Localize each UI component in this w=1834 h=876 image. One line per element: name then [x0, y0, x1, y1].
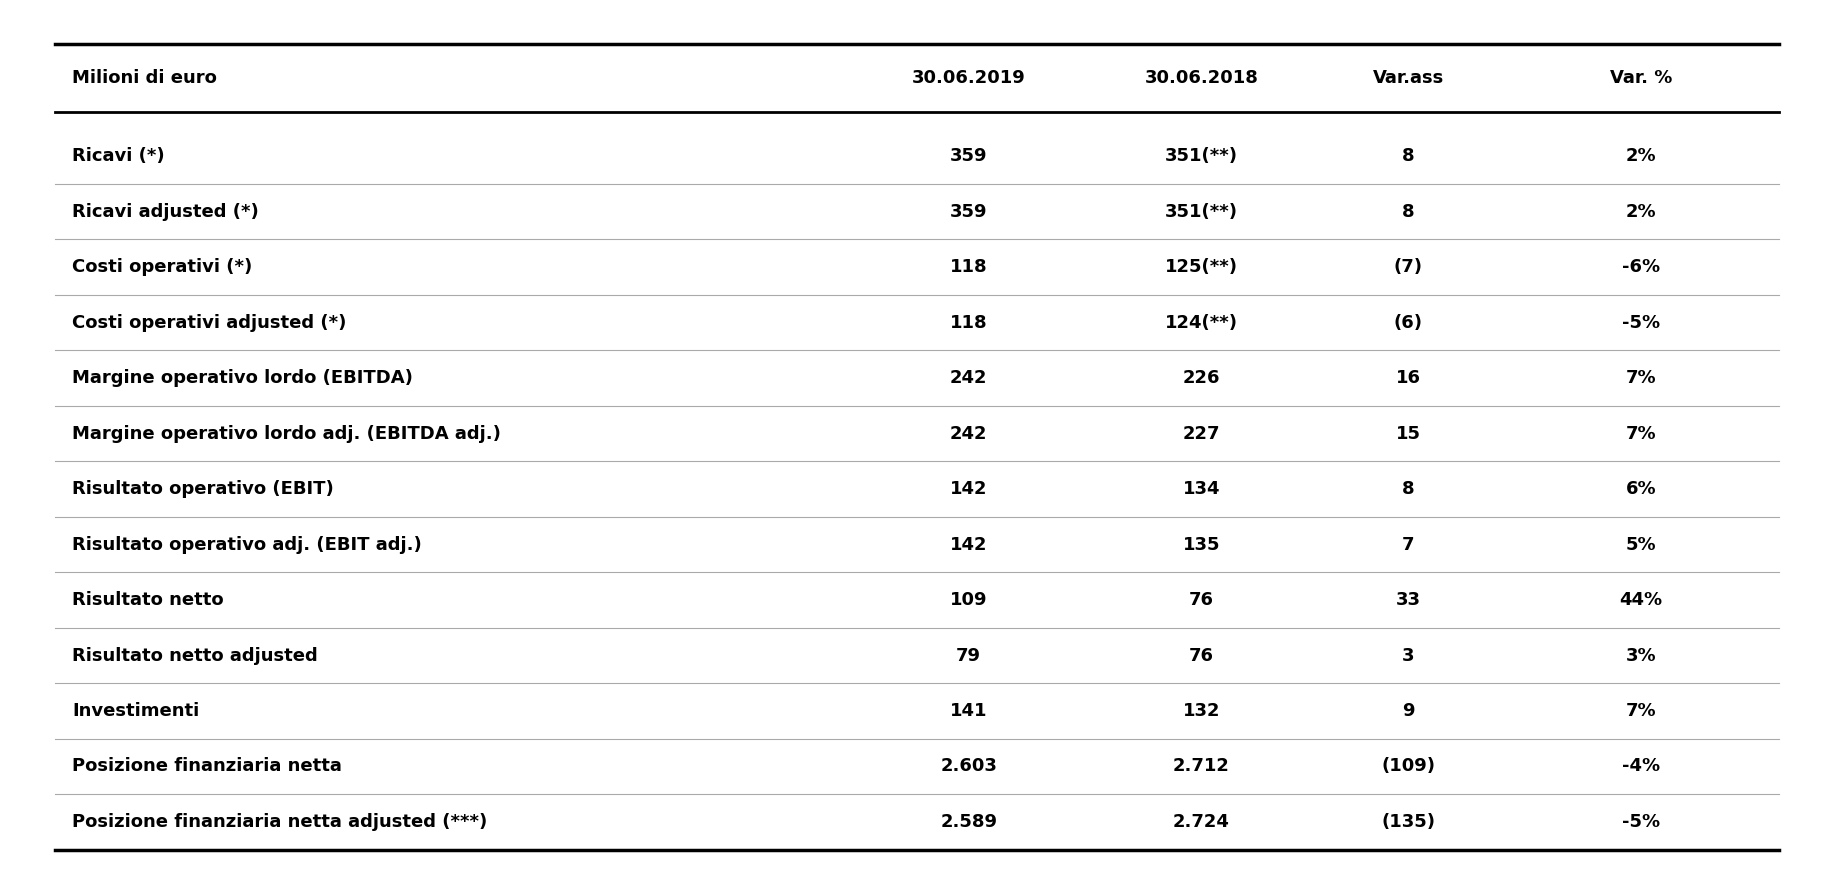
Text: 227: 227 — [1183, 425, 1220, 442]
Text: 8: 8 — [1401, 480, 1414, 498]
Text: 109: 109 — [950, 591, 987, 609]
Text: 2.589: 2.589 — [941, 813, 998, 831]
Text: Margine operativo lordo (EBITDA): Margine operativo lordo (EBITDA) — [72, 369, 413, 387]
Text: 141: 141 — [950, 702, 987, 720]
Text: Margine operativo lordo adj. (EBITDA adj.): Margine operativo lordo adj. (EBITDA adj… — [72, 425, 501, 442]
Text: 118: 118 — [950, 258, 987, 276]
Text: 135: 135 — [1183, 535, 1220, 554]
Text: 2%: 2% — [1625, 147, 1656, 166]
Text: 15: 15 — [1396, 425, 1421, 442]
Text: 351(**): 351(**) — [1165, 147, 1238, 166]
Text: 2.712: 2.712 — [1174, 758, 1231, 775]
Text: -4%: -4% — [1621, 758, 1660, 775]
Text: Risultato operativo (EBIT): Risultato operativo (EBIT) — [72, 480, 334, 498]
Text: (6): (6) — [1394, 314, 1423, 332]
Text: 30.06.2019: 30.06.2019 — [911, 69, 1025, 87]
Text: -6%: -6% — [1621, 258, 1660, 276]
Text: 142: 142 — [950, 480, 987, 498]
Text: 7%: 7% — [1625, 425, 1656, 442]
Text: 7%: 7% — [1625, 702, 1656, 720]
Text: 242: 242 — [950, 369, 987, 387]
Text: 3: 3 — [1401, 646, 1414, 665]
Text: 226: 226 — [1183, 369, 1220, 387]
Text: Risultato netto adjusted: Risultato netto adjusted — [72, 646, 317, 665]
Text: 44%: 44% — [1619, 591, 1663, 609]
Text: 8: 8 — [1401, 147, 1414, 166]
Text: 242: 242 — [950, 425, 987, 442]
Text: 2.724: 2.724 — [1174, 813, 1231, 831]
Text: 2%: 2% — [1625, 202, 1656, 221]
Text: 8: 8 — [1401, 202, 1414, 221]
Text: 30.06.2018: 30.06.2018 — [1144, 69, 1258, 87]
Text: 2.603: 2.603 — [941, 758, 998, 775]
Text: 79: 79 — [956, 646, 981, 665]
Text: 7: 7 — [1401, 535, 1414, 554]
Text: 132: 132 — [1183, 702, 1220, 720]
Text: 118: 118 — [950, 314, 987, 332]
Text: Costi operativi adjusted (*): Costi operativi adjusted (*) — [72, 314, 347, 332]
Text: -5%: -5% — [1621, 314, 1660, 332]
Text: 125(**): 125(**) — [1165, 258, 1238, 276]
Text: Ricavi adjusted (*): Ricavi adjusted (*) — [72, 202, 259, 221]
Text: 6%: 6% — [1625, 480, 1656, 498]
Text: 351(**): 351(**) — [1165, 202, 1238, 221]
Text: Posizione finanziaria netta adjusted (***): Posizione finanziaria netta adjusted (**… — [72, 813, 488, 831]
Text: 359: 359 — [950, 202, 987, 221]
Text: 9: 9 — [1401, 702, 1414, 720]
Text: 3%: 3% — [1625, 646, 1656, 665]
Text: Ricavi (*): Ricavi (*) — [72, 147, 165, 166]
Text: 7%: 7% — [1625, 369, 1656, 387]
Text: 33: 33 — [1396, 591, 1421, 609]
Text: (109): (109) — [1381, 758, 1436, 775]
Text: Risultato netto: Risultato netto — [72, 591, 224, 609]
Text: Var. %: Var. % — [1610, 69, 1673, 87]
Text: (135): (135) — [1381, 813, 1436, 831]
Text: Var.ass: Var.ass — [1372, 69, 1443, 87]
Text: (7): (7) — [1394, 258, 1423, 276]
Text: 142: 142 — [950, 535, 987, 554]
Text: Risultato operativo adj. (EBIT adj.): Risultato operativo adj. (EBIT adj.) — [72, 535, 422, 554]
Text: 124(**): 124(**) — [1165, 314, 1238, 332]
Text: Costi operativi (*): Costi operativi (*) — [72, 258, 253, 276]
Text: 76: 76 — [1188, 591, 1214, 609]
Text: Posizione finanziaria netta: Posizione finanziaria netta — [72, 758, 343, 775]
Text: 5%: 5% — [1625, 535, 1656, 554]
Text: 76: 76 — [1188, 646, 1214, 665]
Text: Investimenti: Investimenti — [72, 702, 200, 720]
Text: -5%: -5% — [1621, 813, 1660, 831]
Text: 134: 134 — [1183, 480, 1220, 498]
Text: 16: 16 — [1396, 369, 1421, 387]
Text: 359: 359 — [950, 147, 987, 166]
Text: Milioni di euro: Milioni di euro — [72, 69, 216, 87]
